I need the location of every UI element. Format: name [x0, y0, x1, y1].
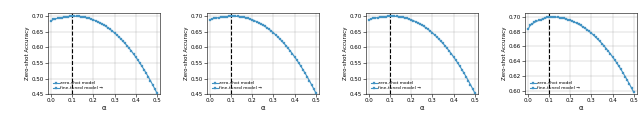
X-axis label: α: α [260, 105, 265, 111]
Legend: zero-shot model, fine-tuned model →: zero-shot model, fine-tuned model → [529, 80, 581, 91]
Y-axis label: Zero-shot Accuracy: Zero-shot Accuracy [25, 27, 30, 80]
Y-axis label: Zero-shot Accuracy: Zero-shot Accuracy [184, 27, 189, 80]
X-axis label: α: α [420, 105, 424, 111]
Legend: zero-shot model, fine-tuned model →: zero-shot model, fine-tuned model → [211, 80, 263, 91]
Y-axis label: Zero-shot Accuracy: Zero-shot Accuracy [343, 27, 348, 80]
Legend: zero-shot model, fine-tuned model →: zero-shot model, fine-tuned model → [371, 80, 422, 91]
Y-axis label: Zero-shot Accuracy: Zero-shot Accuracy [502, 27, 507, 80]
X-axis label: α: α [102, 105, 106, 111]
Legend: zero-shot model, fine-tuned model →: zero-shot model, fine-tuned model → [52, 80, 104, 91]
X-axis label: α: α [579, 105, 583, 111]
